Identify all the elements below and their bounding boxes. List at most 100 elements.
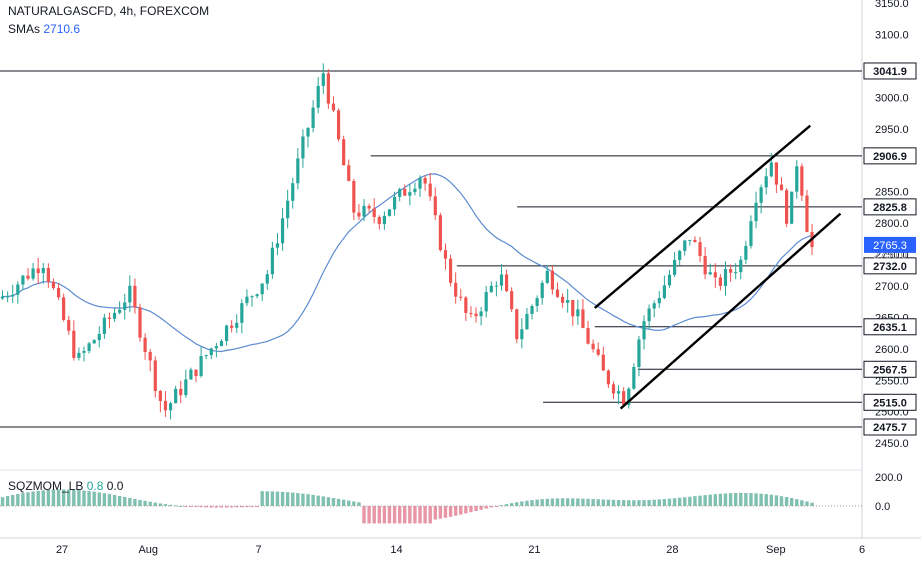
level-label-box [863,393,917,411]
candle-body [82,351,86,353]
candle-body [331,103,336,111]
osc-bar [316,495,320,506]
osc-bar [301,493,305,506]
candle-body [174,388,178,404]
osc-bar [56,489,61,506]
level-label-box [863,418,917,436]
candle-body [530,306,534,314]
osc-bar [296,493,300,506]
candle-body [647,308,651,322]
candle-body [179,388,183,396]
candle-body [372,208,376,218]
osc-bar [688,496,692,506]
osc-bar [453,506,458,516]
osc-bar [16,494,20,506]
osc-bar [509,503,514,506]
candle-body [224,325,229,341]
osc-bar [769,494,774,506]
osc-bar [291,492,295,506]
candle-body [560,296,565,303]
sma-label: SMAs [8,22,41,36]
candle-body [510,291,514,310]
candle-body [336,110,341,140]
osc-bar [163,504,168,506]
candle-body [601,354,605,371]
osc-bar [647,499,651,506]
osc-bar [51,489,56,506]
osc-bar [357,502,361,506]
y-tick-label: 3100.0 [875,29,909,41]
osc-bar [148,501,152,506]
candle-body [525,313,529,330]
osc-bar [535,499,539,506]
osc-bar [97,492,101,506]
osc-bar [133,498,137,506]
candle-body [214,346,218,349]
candle-body [652,303,656,309]
osc-bar [82,490,86,506]
osc-bar [250,506,254,508]
candle-body [805,195,809,232]
current-price-box [864,236,916,253]
osc-bar [0,497,5,506]
candle-body [158,390,162,401]
candle-body [219,340,224,347]
osc-bar [153,502,157,506]
osc-bar [270,491,275,506]
candle-body [118,309,122,313]
candle-body [230,325,234,328]
osc-bar [611,499,616,506]
candle-body [596,349,600,355]
osc-bar [138,499,142,506]
level-label-box [863,147,917,165]
candle-body [209,348,213,356]
osc-bar [637,500,641,506]
y-tick-label: 2550.0 [875,375,909,387]
candle-body [240,303,244,323]
candle-body [718,277,723,286]
candle-body [728,269,733,273]
candle-body [479,311,483,317]
candle-body [489,285,493,293]
candle-body [148,352,152,361]
osc-bar [235,506,239,508]
candle-body [637,339,641,367]
candle-body [515,309,519,340]
candle-body [235,322,239,328]
candle-body [438,215,442,251]
candle-body [306,127,310,137]
osc-bar [708,494,712,506]
osc-bar [642,500,646,506]
candle-body [418,177,422,189]
candle-body [581,309,585,328]
candle-body [367,205,371,209]
x-tick-label: 28 [666,544,678,556]
osc-bar [749,493,753,506]
osc-bar [41,490,45,506]
osc-bar [438,506,443,519]
candle-body [326,73,330,104]
osc-bar [214,506,219,508]
osc-bar [800,500,804,506]
osc-bar [565,498,570,506]
osc-bar [306,494,310,506]
candle-body [403,188,407,196]
candle-body [499,274,504,286]
candle-body [275,243,280,248]
candle-body [347,165,351,181]
osc-bar [280,491,285,506]
candle-body [790,191,794,224]
osc-bar [321,496,325,506]
osc-bar [397,506,402,524]
x-tick-label: 27 [56,544,68,556]
osc-bar [77,490,81,506]
sma-line [2,173,813,353]
osc-bar [652,499,656,506]
osc-bar [285,492,290,506]
candle-body [622,391,626,405]
osc-bar [443,506,448,518]
candle-body [555,289,560,297]
sma-legend: SMAs 2710.6 [8,22,80,36]
candle-body [571,299,575,317]
